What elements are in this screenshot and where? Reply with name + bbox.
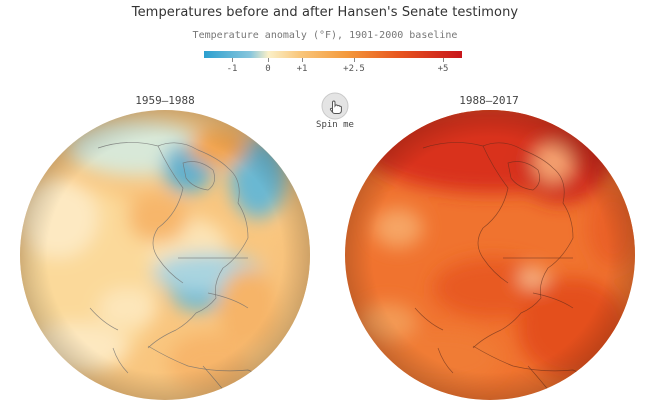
- spin-me-button[interactable]: Spin me: [310, 92, 360, 130]
- globe-map-left: [20, 110, 310, 400]
- chart-subtitle: Temperature anomaly (°F), 1901-2000 base…: [192, 30, 458, 41]
- legend-tick-mark: [232, 58, 233, 62]
- globe-1988-2017[interactable]: [343, 108, 637, 402]
- legend-tick-label: +1: [296, 64, 308, 74]
- legend-tick-label: +2.5: [343, 64, 365, 74]
- globe-map-right: [345, 110, 635, 400]
- period-label-left: 1959–1988: [135, 94, 195, 107]
- legend-tick-mark: [302, 58, 303, 62]
- legend-color-bar: [204, 51, 462, 58]
- chart-title: Temperatures before and after Hansen's S…: [131, 5, 519, 20]
- legend-tick-label: -1: [226, 64, 238, 74]
- legend-tick-mark: [443, 58, 444, 62]
- legend-tick-label: 0: [265, 64, 271, 74]
- globe-1959-1988[interactable]: [18, 108, 312, 402]
- period-label-right: 1988–2017: [459, 94, 519, 107]
- color-legend: -1 0 +1 +2.5 +5: [204, 51, 462, 81]
- legend-tick-mark: [268, 58, 269, 62]
- spin-me-label: Spin me: [316, 120, 354, 130]
- legend-tick-label: +5: [437, 64, 449, 74]
- legend-tick-mark: [354, 58, 355, 62]
- hand-pointer-icon: [321, 92, 349, 120]
